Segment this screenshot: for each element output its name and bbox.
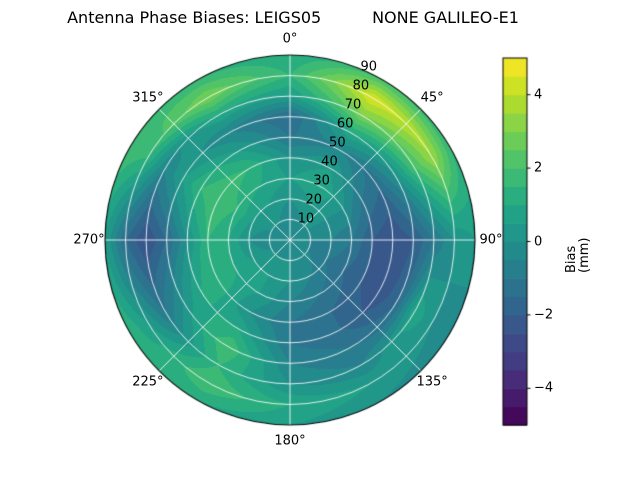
radial-tick-label: 80 (352, 78, 370, 94)
radial-tick-label: 10 (297, 211, 315, 227)
theta-tick-label: 0° (282, 31, 298, 47)
theta-tick-label: 90° (479, 232, 503, 248)
colorbar-tick-label: −4 (534, 380, 554, 396)
colorbar-tick-label: 2 (534, 160, 543, 176)
chart-title: Antenna Phase Biases: LEIGS05 NONE GALIL… (67, 8, 519, 27)
theta-tick-label: 45° (420, 90, 444, 106)
colorbar-tick-label: 0 (534, 234, 543, 249)
radial-tick-label: 30 (313, 173, 330, 189)
radial-tick-label: 50 (329, 135, 346, 151)
theta-tick-label: 135° (416, 374, 448, 390)
theta-tick-label: 180° (274, 433, 306, 449)
radial-tick-label: 90 (360, 59, 378, 75)
radial-tick-label: 60 (336, 116, 354, 132)
radial-tick-label: 70 (344, 97, 362, 113)
theta-tick-label: 315° (132, 90, 164, 106)
colorbar-tick-label: 4 (534, 87, 543, 103)
theta-tick-label: 270° (73, 232, 105, 248)
colorbar-tick-label: −2 (534, 307, 554, 323)
radial-tick-label: 20 (305, 192, 322, 208)
radial-tick-label: 40 (321, 154, 338, 170)
theta-tick-label: 225° (132, 374, 164, 390)
colorbar-label: Bias (mm) (564, 237, 592, 273)
